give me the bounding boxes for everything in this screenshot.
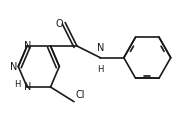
Text: N: N (24, 41, 32, 51)
Text: H: H (97, 65, 104, 74)
Text: H: H (14, 80, 21, 89)
Text: O: O (55, 19, 63, 29)
Text: N: N (97, 43, 104, 53)
Text: N: N (10, 61, 18, 72)
Text: N: N (24, 82, 32, 92)
Text: Cl: Cl (75, 90, 85, 100)
